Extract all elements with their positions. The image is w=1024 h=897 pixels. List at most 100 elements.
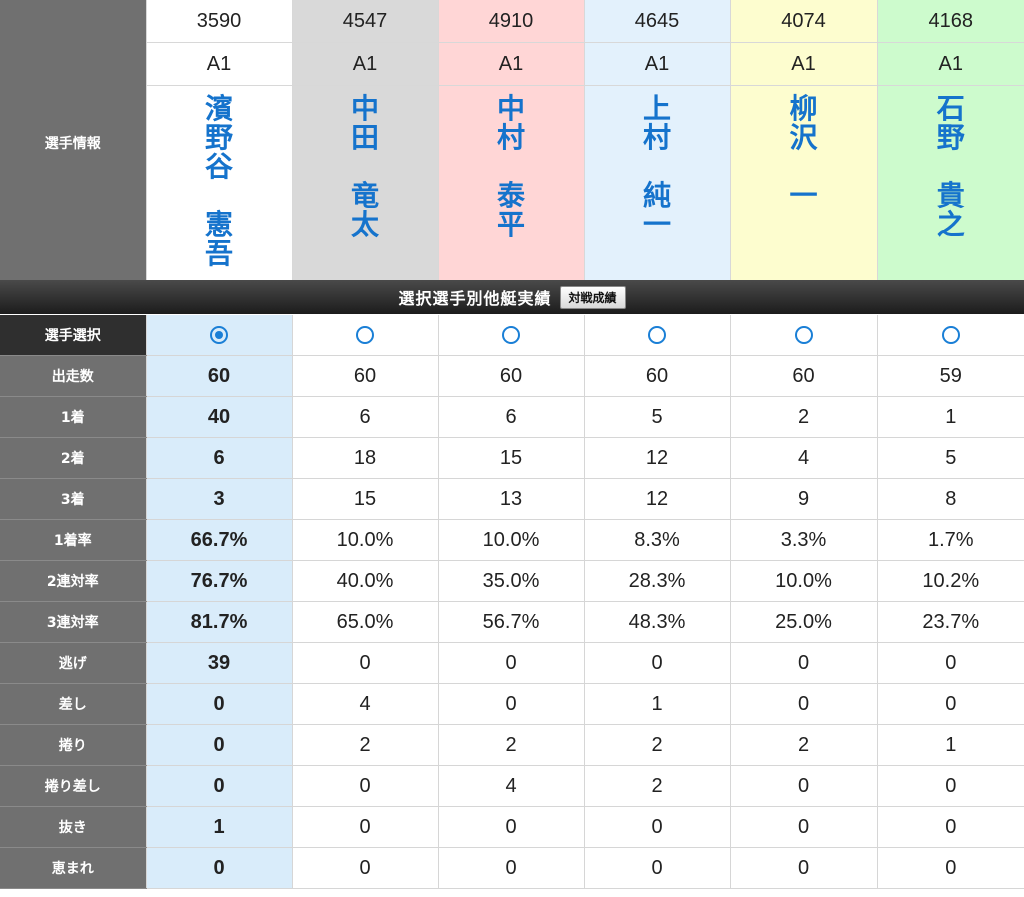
name-char: 竜 <box>350 179 379 212</box>
racer-select-cell[interactable] <box>876 315 1024 356</box>
racer-class-row: A1 A1 A1 A1 A1 A1 <box>0 42 1024 86</box>
racer-info-table: 選手情報 3590 4547 4910 4645 4074 4168 A1 A1 A1 A1 A1 A1… <box>0 0 1024 287</box>
name-char: 石 <box>936 92 965 125</box>
racer-name[interactable]: 濱野谷憲吾 <box>145 85 292 287</box>
radio-selected-icon[interactable] <box>210 326 228 345</box>
stat-value: 40.0% <box>291 560 438 602</box>
name-char: 中 <box>350 92 379 125</box>
racer-id: 4168 <box>876 0 1024 43</box>
stat-value: 0 <box>876 806 1024 848</box>
stat-value: 0 <box>729 847 877 889</box>
stat-value: 0 <box>729 806 877 848</box>
racer-name[interactable]: 柳沢一 <box>729 85 877 287</box>
head-to-head-button[interactable]: 対戦成績 <box>559 285 626 309</box>
stat-value: 15 <box>291 478 438 520</box>
racer-select-cell[interactable] <box>729 315 877 356</box>
stat-value: 60 <box>583 355 730 397</box>
stat-value: 0 <box>291 765 438 807</box>
racer-name[interactable]: 中村泰平 <box>437 85 584 287</box>
name-char: 野 <box>204 121 233 154</box>
stat-value: 1 <box>583 683 730 725</box>
racer-select-cell[interactable] <box>291 315 438 356</box>
radio-icon[interactable] <box>356 326 374 345</box>
stat-value: 4 <box>437 765 584 807</box>
stat-value: 0 <box>437 847 584 889</box>
stat-label: 3着 <box>0 478 146 520</box>
name-gap <box>878 152 1024 181</box>
racer-id: 4645 <box>583 0 730 43</box>
stat-value: 6 <box>291 396 438 438</box>
racer-class: A1 <box>145 42 292 86</box>
stat-value: 0 <box>876 765 1024 807</box>
stats-table: 選手選択 出走数 60 60 60 60 60 59 1着 40 6 6 5 2 1 2着 6 18 15 12 4 5 3… <box>0 315 1024 889</box>
stat-value: 0 <box>145 765 292 807</box>
name-gap <box>585 152 730 181</box>
racer-select-cell[interactable] <box>583 315 730 356</box>
radio-icon[interactable] <box>794 326 813 345</box>
stat-value: 0 <box>145 683 292 725</box>
name-char: 谷 <box>204 150 233 183</box>
stat-value: 25.0% <box>729 601 877 643</box>
racer-name[interactable]: 石野貴之 <box>876 85 1024 287</box>
name-char: 泰 <box>496 179 525 212</box>
stat-value: 6 <box>145 437 292 479</box>
stat-value: 4 <box>291 683 438 725</box>
stat-value: 60 <box>729 355 877 397</box>
stat-value: 48.3% <box>583 601 730 643</box>
stat-value: 0 <box>437 806 584 848</box>
stat-row: 2着 6 18 15 12 4 5 <box>0 437 1024 479</box>
stat-value: 12 <box>583 437 730 479</box>
stat-value: 0 <box>291 847 438 889</box>
stat-value: 1 <box>876 724 1024 766</box>
stat-value: 0 <box>291 806 438 848</box>
stat-value: 5 <box>583 396 730 438</box>
stat-label: 3連対率 <box>0 601 146 643</box>
racer-name[interactable]: 上村純一 <box>583 85 730 287</box>
stat-value: 0 <box>876 847 1024 889</box>
section-header-bar: 選択選手別他艇実績 対戦成績 <box>0 280 1024 314</box>
name-char: 一 <box>642 208 671 241</box>
stat-value: 0 <box>729 765 877 807</box>
stat-value: 0 <box>145 724 292 766</box>
name-char: 貴 <box>936 179 965 212</box>
radio-icon[interactable] <box>502 326 520 345</box>
name-char: 柳 <box>789 92 818 125</box>
racer-id: 4547 <box>291 0 438 43</box>
stat-value: 0 <box>876 683 1024 725</box>
racer-select-cell[interactable] <box>145 315 292 356</box>
stat-value: 3.3% <box>729 519 877 561</box>
stat-value: 10.0% <box>291 519 438 561</box>
stat-value: 76.7% <box>145 560 292 602</box>
name-char: 之 <box>936 208 965 241</box>
racer-name[interactable]: 中田竜太 <box>291 85 438 287</box>
stat-row: 3着 3 15 13 12 9 8 <box>0 478 1024 520</box>
name-char: 濱 <box>204 92 233 125</box>
racer-class: A1 <box>437 42 584 86</box>
stat-label: 2着 <box>0 437 146 479</box>
name-char: 田 <box>350 121 379 154</box>
select-label: 選手選択 <box>0 315 146 356</box>
radio-icon[interactable] <box>941 326 960 345</box>
stat-value: 39 <box>145 642 292 684</box>
name-char: 村 <box>496 121 525 154</box>
stat-value: 28.3% <box>583 560 730 602</box>
racer-class: A1 <box>291 42 438 86</box>
name-char: 一 <box>789 179 818 212</box>
stat-row: 恵まれ 0 0 0 0 0 0 <box>0 847 1024 889</box>
name-char: 純 <box>642 179 671 212</box>
name-char: 上 <box>642 92 671 125</box>
stat-label: 1着 <box>0 396 146 438</box>
stat-row: 3連対率 81.7% 65.0% 56.7% 48.3% 25.0% 23.7% <box>0 601 1024 643</box>
stat-value: 0 <box>291 642 438 684</box>
stat-row: 1着率 66.7% 10.0% 10.0% 8.3% 3.3% 1.7% <box>0 519 1024 561</box>
stat-value: 4 <box>729 437 877 479</box>
stat-value: 0 <box>437 642 584 684</box>
stat-value: 2 <box>583 765 730 807</box>
racer-class: A1 <box>583 42 730 86</box>
radio-icon[interactable] <box>648 326 666 345</box>
stat-value: 0 <box>729 683 877 725</box>
racer-select-cell[interactable] <box>437 315 584 356</box>
stat-value: 59 <box>876 355 1024 397</box>
stat-row: 2連対率 76.7% 40.0% 35.0% 28.3% 10.0% 10.2% <box>0 560 1024 602</box>
name-char: 太 <box>350 208 379 241</box>
